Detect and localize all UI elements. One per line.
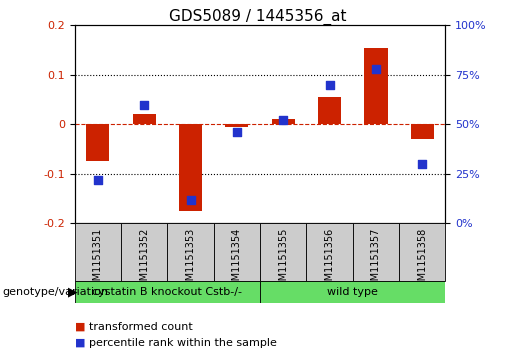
Text: ■: ■ <box>75 338 85 348</box>
Text: percentile rank within the sample: percentile rank within the sample <box>89 338 277 348</box>
Bar <box>260 281 445 303</box>
Bar <box>226 124 248 127</box>
Bar <box>410 124 434 139</box>
Bar <box>353 223 399 281</box>
Bar <box>86 124 109 162</box>
Point <box>372 66 380 72</box>
Text: GSM1151355: GSM1151355 <box>278 228 288 293</box>
Bar <box>75 223 121 281</box>
Text: ▶: ▶ <box>68 285 78 298</box>
Bar <box>306 223 353 281</box>
Point <box>94 177 102 183</box>
Text: ■: ■ <box>75 322 85 332</box>
Bar <box>272 119 295 124</box>
Text: wild type: wild type <box>328 287 378 297</box>
Point <box>418 161 426 167</box>
Text: transformed count: transformed count <box>89 322 193 332</box>
Bar <box>75 281 260 303</box>
Bar <box>167 223 214 281</box>
Bar <box>121 223 167 281</box>
Text: GSM1151354: GSM1151354 <box>232 228 242 293</box>
Point <box>186 197 195 203</box>
Point <box>233 129 241 135</box>
Text: GSM1151352: GSM1151352 <box>139 228 149 293</box>
Text: GDS5089 / 1445356_at: GDS5089 / 1445356_at <box>169 9 346 25</box>
Text: GSM1151358: GSM1151358 <box>417 228 427 293</box>
Text: GSM1151357: GSM1151357 <box>371 228 381 293</box>
Bar <box>364 48 387 124</box>
Bar <box>133 114 156 124</box>
Text: genotype/variation: genotype/variation <box>3 287 109 297</box>
Point <box>279 118 287 123</box>
Bar <box>318 97 341 124</box>
Bar <box>260 223 306 281</box>
Text: cystatin B knockout Cstb-/-: cystatin B knockout Cstb-/- <box>92 287 243 297</box>
Point <box>140 102 148 107</box>
Bar <box>214 223 260 281</box>
Text: GSM1151356: GSM1151356 <box>324 228 335 293</box>
Bar <box>399 223 445 281</box>
Bar <box>179 124 202 211</box>
Point <box>325 82 334 87</box>
Text: GSM1151353: GSM1151353 <box>185 228 196 293</box>
Text: GSM1151351: GSM1151351 <box>93 228 103 293</box>
